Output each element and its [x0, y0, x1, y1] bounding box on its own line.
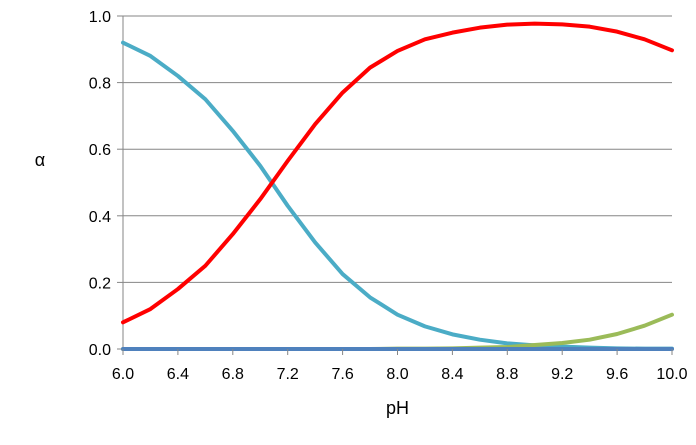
x-axis-title: pH	[386, 398, 409, 418]
x-tick-label: 6.4	[167, 366, 189, 383]
y-tick-label: 0.4	[89, 209, 111, 226]
gridlines	[117, 15, 672, 350]
y-tick-labels: 0.0 0.2 0.4 0.6 0.8 1.0	[89, 9, 111, 359]
x-tick-label: 9.2	[551, 366, 573, 383]
x-tick-label: 7.6	[331, 366, 353, 383]
y-tick-label: 0.6	[89, 142, 111, 159]
y-axis-title: α	[35, 150, 45, 170]
y-tick-label: 0.8	[89, 76, 111, 93]
x-tick-label: 8.0	[386, 366, 408, 383]
series-line-1	[121, 40, 674, 351]
x-tick-label: 6.8	[222, 366, 244, 383]
x-tick-label: 8.4	[441, 366, 463, 383]
series-group	[121, 21, 674, 351]
x-tick-label: 10.0	[656, 366, 687, 383]
y-tick-label: 0.0	[89, 342, 111, 359]
x-tick-label: 8.8	[496, 366, 518, 383]
series-line-3	[121, 312, 674, 351]
y-tick-label: 1.0	[89, 9, 111, 26]
x-tick-labels: 6.0 6.4 6.8 7.2 7.6 8.0 8.4 8.8 9.2 9.6 10.0	[112, 349, 688, 383]
x-tick-label: 7.2	[277, 366, 299, 383]
series-line-2	[121, 21, 674, 325]
x-tick-label: 9.6	[606, 366, 628, 383]
x-tick-label: 6.0	[112, 366, 134, 383]
y-tick-label: 0.2	[89, 275, 111, 292]
